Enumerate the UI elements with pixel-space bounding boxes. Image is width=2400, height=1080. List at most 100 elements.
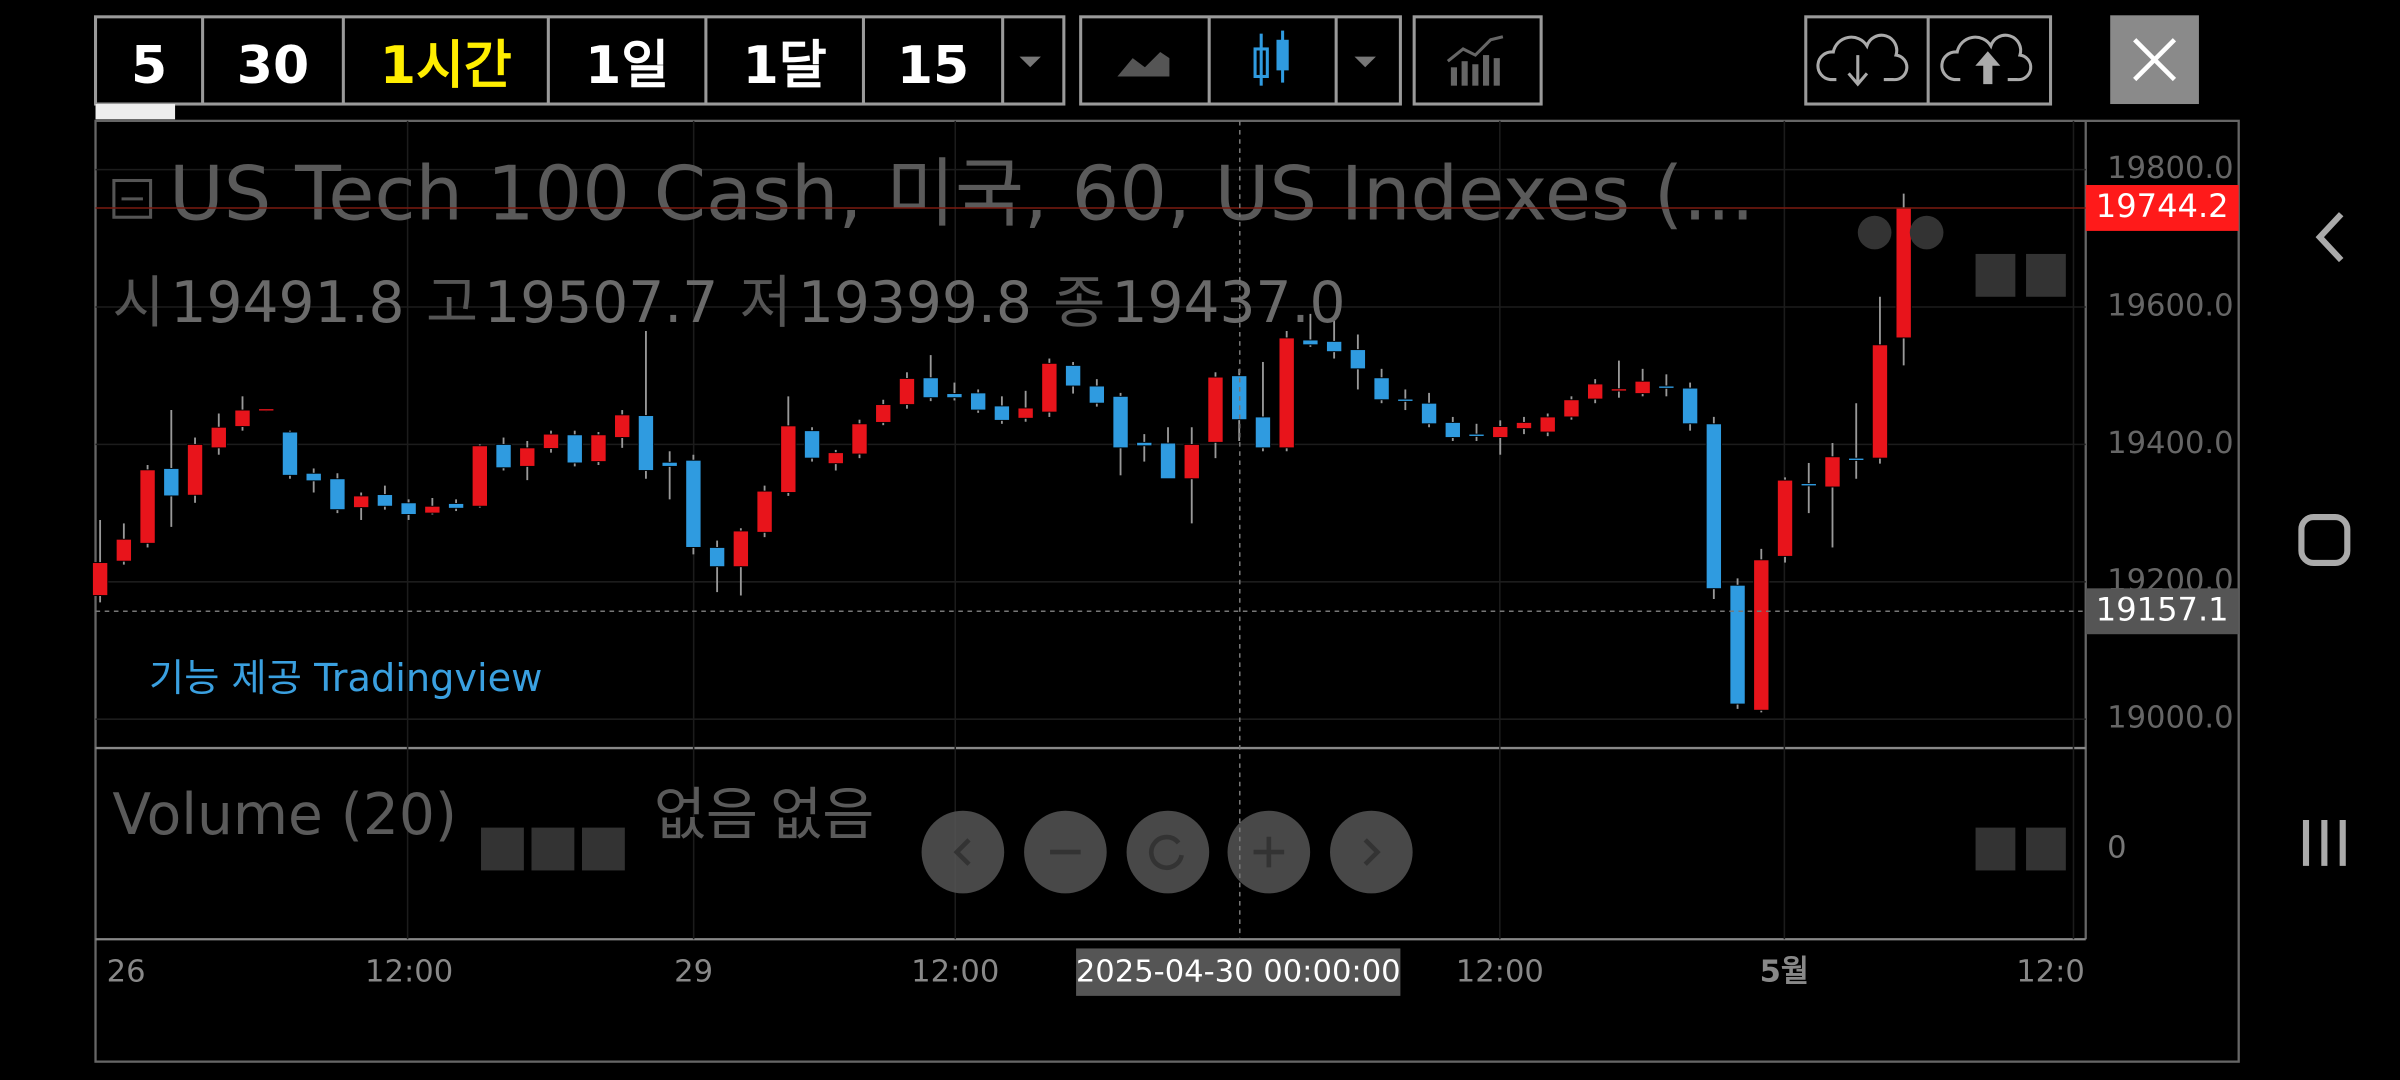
cloud-icons[interactable] xyxy=(1816,33,2033,87)
candle-body xyxy=(329,478,346,511)
candle-body xyxy=(1041,362,1058,413)
arrow-icon[interactable] xyxy=(1975,827,2016,871)
ohlc-label: 고 xyxy=(426,270,478,336)
home-button[interactable] xyxy=(2298,513,2351,567)
candle-body xyxy=(756,490,773,533)
candle-body xyxy=(1776,479,1794,557)
line-style-icon[interactable] xyxy=(1117,52,1170,77)
candle-body xyxy=(1753,559,1770,711)
ohlc-label: 종 xyxy=(1053,270,1105,336)
candle-body xyxy=(803,430,821,459)
candle-body xyxy=(495,443,512,469)
candle-body xyxy=(376,494,393,507)
candle-body xyxy=(1254,416,1272,449)
candle-body xyxy=(1563,399,1580,418)
candle-body xyxy=(424,505,441,514)
nav-buttons xyxy=(921,810,1413,894)
interval-button[interactable]: 30 xyxy=(237,36,309,96)
candle-body xyxy=(1088,385,1105,404)
candle-body xyxy=(400,502,417,515)
system-nav xyxy=(2298,212,2351,866)
crosshair-price-label: 19157.1 xyxy=(2096,590,2229,628)
back-button[interactable] xyxy=(2315,212,2344,263)
interval-button[interactable]: 1달 xyxy=(743,36,827,96)
y-tick-label: 19800.0 xyxy=(2107,151,2233,186)
interval-button[interactable]: 5 xyxy=(131,36,167,96)
candle-body xyxy=(139,469,156,544)
candle-body xyxy=(353,495,370,509)
scroll-right[interactable] xyxy=(1330,810,1413,894)
ohlc-label: 시 xyxy=(112,270,164,336)
candle-body xyxy=(851,423,868,455)
candle-body xyxy=(1610,388,1628,392)
candle-body xyxy=(1539,416,1556,433)
candle-body xyxy=(661,461,678,467)
interval-button[interactable]: 15 xyxy=(897,36,969,96)
volume-value: 없음 xyxy=(770,782,874,848)
attribution: 기능 제공 Tradingview xyxy=(149,657,542,701)
arrow-icon[interactable] xyxy=(2026,253,2066,297)
candle-body xyxy=(1492,426,1509,438)
candle-body xyxy=(1681,387,1699,425)
candle-body xyxy=(471,445,488,507)
close-icon xyxy=(2133,38,2177,82)
last-price-label: 19744.2 xyxy=(2096,187,2229,225)
interval-button[interactable]: 1시간 xyxy=(380,36,512,96)
candle-body xyxy=(115,538,132,562)
dropdown-icon[interactable] xyxy=(1354,56,1376,68)
eye-icon[interactable] xyxy=(1857,215,1892,250)
close-icon[interactable] xyxy=(581,827,625,871)
candles xyxy=(92,193,1912,713)
recents-button[interactable] xyxy=(2302,819,2346,866)
x-tick-label: 29 xyxy=(674,954,713,989)
candle-body xyxy=(1112,395,1129,449)
y-tick-label: 19600.0 xyxy=(2107,289,2233,324)
ohlc-value: 19399.8 xyxy=(798,270,1032,336)
tab-handle[interactable] xyxy=(95,104,176,120)
style-box xyxy=(1079,15,1402,106)
x-tick-label: 26 xyxy=(107,954,146,989)
candle-body xyxy=(234,409,251,428)
candle-body xyxy=(1729,584,1746,705)
x-tick-label: 12:00 xyxy=(911,954,999,989)
candle-body xyxy=(732,530,749,568)
candle-body xyxy=(637,415,655,471)
x-tick-label: 5월 xyxy=(1760,954,1809,989)
candle-body xyxy=(186,443,204,496)
candle-body xyxy=(827,452,844,465)
candle-body xyxy=(1397,398,1414,402)
dropdown-icon[interactable] xyxy=(1019,56,1041,68)
candle-style-icon[interactable] xyxy=(1253,30,1289,86)
candle-body xyxy=(1871,344,1889,459)
candle-body xyxy=(898,378,916,406)
ohlc-value: 19491.8 xyxy=(171,270,405,336)
toolbar-frames xyxy=(93,15,2053,106)
candle-body xyxy=(970,392,987,411)
x-tick-label: 12:0 xyxy=(2016,954,2085,989)
crosshair-price-tag xyxy=(2085,588,2239,635)
candle-body xyxy=(1373,377,1390,401)
arrow-icon[interactable] xyxy=(1975,253,2016,297)
candle-body xyxy=(1705,423,1722,590)
crosshair-time-label: 2025-04-30 00:00:00 xyxy=(1076,954,1401,989)
candle-body xyxy=(1848,457,1865,461)
eye-icon[interactable] xyxy=(481,827,524,871)
arrow-icon[interactable] xyxy=(2026,827,2066,871)
candle-body xyxy=(447,503,465,509)
indicator-icon[interactable] xyxy=(1446,35,1504,86)
candle-body xyxy=(1824,456,1841,488)
collapse-icon[interactable] xyxy=(112,178,153,219)
candle-body xyxy=(1017,407,1034,419)
gear-icon[interactable] xyxy=(531,827,575,871)
interval-button[interactable]: 1일 xyxy=(585,36,669,96)
candle-body xyxy=(1302,339,1319,346)
reset[interactable] xyxy=(1126,810,1210,894)
y-tick-label: 19000.0 xyxy=(2107,701,2233,736)
scroll-left[interactable] xyxy=(921,810,1005,894)
gear-icon[interactable] xyxy=(1909,215,1944,250)
candle-body xyxy=(1420,402,1438,425)
candle-body xyxy=(1183,443,1200,480)
